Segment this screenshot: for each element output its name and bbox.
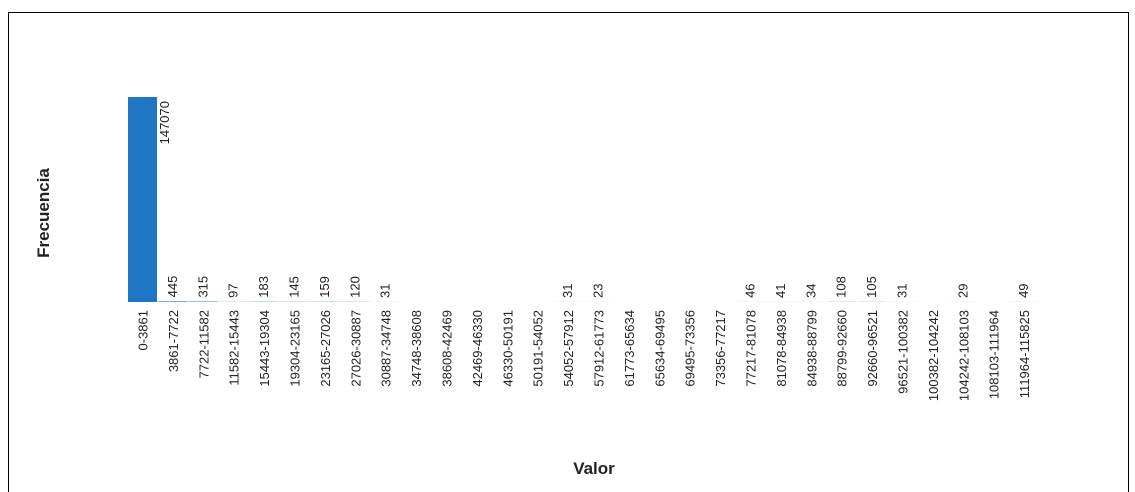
x-tick-label-29: 111964-115825 [1017,310,1032,398]
bar-value-label-24: 105 [864,276,879,298]
bar-value-label-25: 31 [895,283,910,297]
x-tick-label-2: 7722-11582 [196,310,211,378]
bar-value-label-3: 97 [226,283,241,297]
x-tick-label-14: 54052-57912 [561,310,576,387]
x-tick-label-19: 73356-77217 [713,310,728,387]
x-tick-label-26: 100382-104242 [926,310,941,401]
bar-value-label-14: 31 [560,283,575,297]
tick-labels-group: 0-3861 3861-7722 7722-11582 11582-15443 1544… [136,310,1033,401]
bar-value-label-21: 41 [773,283,788,297]
x-tick-label-15: 57912-61773 [592,310,607,387]
x-tick-label-16: 61773-65634 [622,310,637,387]
x-tick-label-8: 30887-34748 [379,310,394,387]
bar-value-label-15: 23 [591,283,606,297]
x-tick-label-7: 27026-30887 [348,310,363,387]
x-tick-label-5: 19304-23165 [288,310,303,387]
x-tick-label-27: 104242-108103 [956,310,971,401]
bar-value-label-1: 445 [165,276,180,298]
bar-labels-group: 147070 445 315 97 183 145 159 120 31 31 23 46 41 34 10… [157,101,1031,298]
bar-0 [128,97,157,302]
x-tick-label-28: 108103-111964 [987,310,1002,399]
bar-value-label-0: 147070 [157,101,172,144]
y-axis-title: Frecuencia [34,168,53,258]
x-axis-title: Valor [573,459,615,478]
bar-value-label-20: 46 [743,283,758,297]
bar-1 [158,301,187,302]
bar-value-label-22: 34 [803,283,818,297]
x-tick-label-3: 11582-15443 [227,310,242,386]
x-tick-label-4: 15443-19304 [257,310,272,387]
bar-value-label-27: 29 [955,283,970,297]
bars-group [128,97,1039,302]
x-tick-label-6: 23165-27026 [318,310,333,387]
x-tick-label-11: 42469-46330 [470,310,485,387]
x-tick-label-12: 46330-50191 [500,310,515,387]
bar-value-label-8: 31 [378,283,393,297]
x-tick-label-22: 84938-88799 [804,310,819,387]
histogram-chart: 147070 445 315 97 183 145 159 120 31 31 23 46 41 34 10… [9,13,1130,490]
x-tick-label-0: 0-3861 [136,310,151,350]
bar-value-label-29: 49 [1016,283,1031,297]
x-tick-label-24: 92660-96521 [865,310,880,387]
x-tick-label-13: 50191-54052 [531,310,546,387]
x-tick-label-21: 81078-84938 [774,310,789,387]
x-tick-label-17: 65634-69495 [652,310,667,387]
x-tick-label-9: 34748-38608 [409,310,424,387]
x-tick-label-20: 77217-81078 [744,310,759,387]
bar-value-label-6: 159 [317,276,332,298]
x-tick-label-23: 88799-92660 [835,310,850,387]
x-tick-label-25: 96521-100382 [896,310,911,394]
chart-frame: 147070 445 315 97 183 145 159 120 31 31 23 46 41 34 10… [8,12,1129,492]
bar-value-label-5: 145 [287,276,302,298]
bar-value-label-23: 108 [834,276,849,298]
bar-value-label-4: 183 [256,276,271,298]
x-tick-label-18: 69495-73356 [683,310,698,387]
x-tick-label-1: 3861-7722 [166,310,181,372]
bar-value-label-7: 120 [347,276,362,298]
bar-value-label-2: 315 [195,276,210,298]
x-tick-label-10: 38608-42469 [440,310,455,387]
